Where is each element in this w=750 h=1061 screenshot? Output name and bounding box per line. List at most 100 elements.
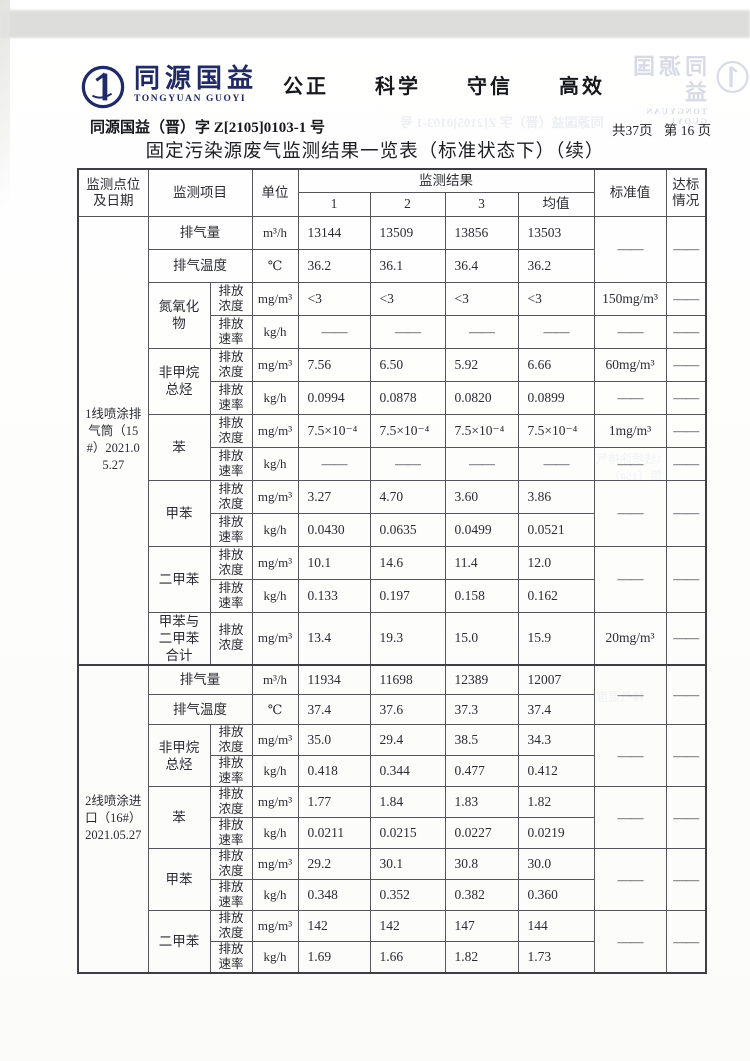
sub-item-cell: 排放速率 bbox=[209, 879, 253, 911]
value-cell: 36.1 bbox=[369, 248, 446, 283]
result-col-header-3: 3 bbox=[444, 191, 519, 217]
value-cell: 12389 bbox=[444, 663, 519, 695]
value-cell: 7.5×10⁻⁴ bbox=[369, 413, 446, 448]
value-cell: 0.133 bbox=[297, 578, 371, 613]
compliance-cell: —— bbox=[665, 786, 707, 849]
value-cell: 6.66 bbox=[517, 347, 595, 382]
value-cell: 1.77 bbox=[297, 786, 371, 818]
scan-edge-shade bbox=[0, 0, 10, 300]
item-cell: 二甲苯 bbox=[147, 545, 211, 613]
value-cell: 12007 bbox=[517, 663, 595, 695]
item-cell: 排气温度 bbox=[147, 248, 253, 283]
monitoring-table-head: 监测点位及日期 监测项目 单位 监测结果 标准值 达标情况 1 2 3 均值 bbox=[77, 168, 707, 217]
value-cell: <3 bbox=[369, 281, 446, 316]
logo-icon bbox=[81, 65, 125, 109]
slogan-row: 公正 科学 守信 高效 bbox=[283, 70, 605, 99]
bleedthrough-logo: 同源国益 TONGYUAN GUOYI bbox=[628, 54, 750, 126]
sub-item-cell: 排放速率 bbox=[209, 941, 253, 974]
unit-cell: mg/m³ bbox=[251, 281, 299, 316]
compliance-cell: —— bbox=[665, 446, 707, 481]
value-cell: 7.5×10⁻⁴ bbox=[517, 413, 595, 448]
value-cell: 1.73 bbox=[517, 941, 595, 974]
sub-item-cell: 排放浓度 bbox=[209, 910, 253, 942]
value-cell: —— bbox=[297, 314, 371, 349]
sub-item-cell: 排放浓度 bbox=[209, 479, 253, 514]
value-cell: 0.0430 bbox=[297, 512, 371, 547]
standard-cell: 60mg/m³ bbox=[593, 347, 667, 382]
value-cell: 36.2 bbox=[297, 248, 371, 283]
col-header-compliance: 达标情况 bbox=[665, 168, 707, 217]
value-cell: 0.348 bbox=[297, 879, 371, 911]
value-cell: 15.0 bbox=[444, 611, 519, 665]
unit-cell: kg/h bbox=[251, 755, 299, 787]
value-cell: 0.0219 bbox=[517, 817, 595, 849]
value-cell: 3.27 bbox=[297, 479, 371, 514]
col-header-results: 监测结果 bbox=[297, 168, 595, 193]
report-number: 同源国益（晋）字 Z[2105]0103-1 号 bbox=[90, 120, 325, 136]
value-cell: 0.0499 bbox=[444, 512, 519, 547]
table-title: 固定污染源废气监测结果一览表（标准状态下）（续） bbox=[145, 142, 605, 162]
unit-cell: m³/h bbox=[251, 215, 299, 250]
pages-total: 共37页 bbox=[612, 123, 653, 138]
item-cell: 甲苯 bbox=[147, 848, 211, 911]
item-cell: 排气量 bbox=[147, 663, 253, 695]
standard-cell: —— bbox=[593, 314, 667, 349]
value-cell: 1.84 bbox=[369, 786, 446, 818]
value-cell: —— bbox=[444, 314, 519, 349]
value-cell: 7.5×10⁻⁴ bbox=[444, 413, 519, 448]
value-cell: 142 bbox=[297, 910, 371, 942]
value-cell: —— bbox=[297, 446, 371, 481]
unit-cell: kg/h bbox=[251, 446, 299, 481]
value-cell: 4.70 bbox=[369, 479, 446, 514]
unit-cell: kg/h bbox=[251, 817, 299, 849]
value-cell: 30.8 bbox=[444, 848, 519, 880]
col-header-standard: 标准值 bbox=[593, 168, 667, 217]
value-cell: 0.162 bbox=[517, 578, 595, 613]
sub-item-cell: 排放速率 bbox=[209, 314, 253, 349]
item-cell: 甲苯与二甲苯合计 bbox=[147, 611, 211, 665]
value-cell: 37.3 bbox=[444, 694, 519, 725]
col-header-point: 监测点位及日期 bbox=[77, 168, 149, 217]
sub-item-cell: 排放速率 bbox=[209, 512, 253, 547]
unit-cell: kg/h bbox=[251, 941, 299, 974]
unit-cell: ℃ bbox=[251, 694, 299, 725]
page-current: 第 16 页 bbox=[663, 123, 712, 138]
sub-item-cell: 排放速率 bbox=[209, 446, 253, 481]
monitoring-table-body: 1线喷涂排气筒（15#）2021.05.27 排气量 m³/h 13144 13509 1… bbox=[77, 215, 707, 974]
sub-item-cell: 排放浓度 bbox=[209, 281, 253, 316]
value-cell: 0.0899 bbox=[517, 380, 595, 415]
compliance-cell: —— bbox=[665, 347, 707, 382]
value-cell: 0.382 bbox=[444, 879, 519, 911]
unit-cell: kg/h bbox=[251, 512, 299, 547]
value-cell: 35.0 bbox=[297, 724, 371, 756]
sub-item-cell: 排放浓度 bbox=[209, 786, 253, 818]
compliance-cell: —— bbox=[665, 215, 707, 283]
value-cell: 1.66 bbox=[369, 941, 446, 974]
value-cell: —— bbox=[369, 314, 446, 349]
value-cell: 13503 bbox=[517, 215, 595, 250]
standard-cell: 20mg/m³ bbox=[593, 611, 667, 665]
item-cell: 非甲烷总烃 bbox=[147, 724, 211, 787]
standard-cell: —— bbox=[593, 663, 667, 725]
unit-cell: ℃ bbox=[251, 248, 299, 283]
bleedthrough-doc-number: 同源国益（晋）字 Z[2105]0103-1 号 bbox=[400, 115, 604, 130]
unit-cell: kg/h bbox=[251, 578, 299, 613]
standard-cell: —— bbox=[593, 545, 667, 613]
value-cell: 6.50 bbox=[369, 347, 446, 382]
item-cell: 氮氧化物 bbox=[147, 281, 211, 349]
value-cell: 0.477 bbox=[444, 755, 519, 787]
standard-cell: —— bbox=[593, 848, 667, 911]
value-cell: 0.360 bbox=[517, 879, 595, 911]
value-cell: 3.86 bbox=[517, 479, 595, 514]
value-cell: <3 bbox=[297, 281, 371, 316]
value-cell: 0.197 bbox=[369, 578, 446, 613]
item-cell: 苯 bbox=[147, 786, 211, 849]
slogan-word: 高效 bbox=[559, 76, 605, 98]
value-cell: 13856 bbox=[444, 215, 519, 250]
standard-cell: 1mg/m³ bbox=[593, 413, 667, 448]
value-cell: <3 bbox=[517, 281, 595, 316]
value-cell: 0.0521 bbox=[517, 512, 595, 547]
slogan-word: 科学 bbox=[375, 76, 421, 98]
value-cell: 11.4 bbox=[444, 545, 519, 580]
